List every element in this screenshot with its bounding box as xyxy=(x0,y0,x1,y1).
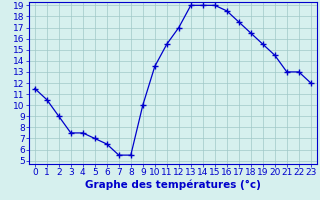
X-axis label: Graphe des températures (°c): Graphe des températures (°c) xyxy=(85,180,261,190)
